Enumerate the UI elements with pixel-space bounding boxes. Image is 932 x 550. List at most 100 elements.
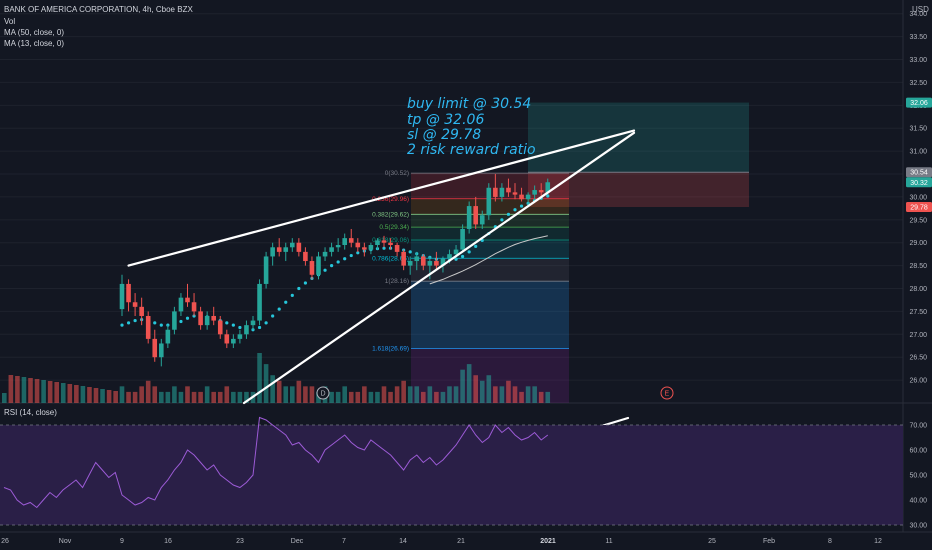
ma13-dot xyxy=(231,323,235,327)
candle-body xyxy=(172,311,177,330)
rsi-tick-label: 30.00 xyxy=(909,523,927,530)
time-tick-label: 12 xyxy=(874,538,882,545)
volume-bar xyxy=(113,391,118,403)
fib-level-label: 1(28.16) xyxy=(385,278,409,285)
time-tick-label: 25 xyxy=(708,538,716,545)
volume-bar xyxy=(54,382,59,403)
svg-text:D: D xyxy=(321,391,326,398)
note-line-3: sl @ 29.78 xyxy=(407,127,482,143)
volume-bar xyxy=(257,353,262,403)
candle-body xyxy=(244,325,249,335)
candle-body xyxy=(545,182,551,193)
candle-body xyxy=(427,261,433,266)
ma13-dot xyxy=(336,260,340,264)
candle-body xyxy=(466,206,472,229)
ma13-dot xyxy=(290,293,294,297)
price-badge xyxy=(906,167,932,178)
candle-body xyxy=(237,334,243,339)
volume-bar xyxy=(407,386,413,403)
candle-body xyxy=(512,192,518,195)
volume-bar xyxy=(106,390,112,403)
vol-legend[interactable]: Vol xyxy=(4,17,16,26)
ma13-dot xyxy=(303,281,307,285)
price-badge-label: 30.54 xyxy=(910,170,928,177)
time-tick-label: 21 xyxy=(457,538,465,545)
ma13-dot xyxy=(264,321,268,325)
ma13-dot xyxy=(159,323,163,327)
candle-body xyxy=(348,238,354,243)
fib-level-label: 0.786(28.66) xyxy=(372,255,409,262)
volume-bar xyxy=(362,386,367,403)
volume-bar xyxy=(375,391,380,403)
candle-body xyxy=(355,242,361,248)
candle-body xyxy=(362,247,367,250)
volume-bar xyxy=(296,380,302,403)
time-tick-label: 7 xyxy=(342,538,346,545)
candle-body xyxy=(296,242,302,252)
ma50-legend[interactable]: MA (50, close, 0) xyxy=(4,28,65,37)
grid xyxy=(0,0,932,533)
volume-bar xyxy=(231,391,236,403)
candle-body xyxy=(185,297,190,303)
price-tick-label: 29.50 xyxy=(909,217,927,224)
candle-body xyxy=(375,240,380,246)
volume-bar xyxy=(237,391,243,403)
volume-bar xyxy=(538,391,544,403)
candle-body xyxy=(460,228,465,250)
ma13-dot xyxy=(461,254,465,259)
candle-body xyxy=(453,249,459,255)
fib-level-label: 0(30.52) xyxy=(385,170,409,177)
volume-bar xyxy=(335,391,341,403)
candle-body xyxy=(486,187,492,216)
volume-bar xyxy=(159,391,164,403)
volume-bar xyxy=(211,391,216,403)
ma13-dot xyxy=(153,321,157,325)
volume-bar xyxy=(15,376,20,403)
volume-bar xyxy=(493,386,498,403)
candle-body xyxy=(198,311,203,326)
volume-bar xyxy=(93,388,99,403)
rsi-legend[interactable]: RSI (14, close) xyxy=(4,408,57,417)
note-line-1: buy limit @ 30.54 xyxy=(407,96,532,112)
volume-bar xyxy=(2,393,7,403)
price-badge-label: 30.32 xyxy=(910,180,928,187)
price-tick-label: 26.50 xyxy=(909,355,927,362)
dividend-marker-icon[interactable] xyxy=(316,386,330,400)
candle-body xyxy=(145,315,151,339)
candle-body xyxy=(335,245,341,248)
volume-bar xyxy=(152,386,158,403)
volume-bar xyxy=(512,386,518,403)
candle-body xyxy=(434,261,439,266)
volume-bar xyxy=(427,386,433,403)
candle-body xyxy=(538,190,544,193)
ma13-dot xyxy=(323,268,327,272)
price-tick-label: 28.50 xyxy=(909,263,927,270)
time-tick-label: 11 xyxy=(605,538,612,545)
price-tick-label: 31.50 xyxy=(909,126,927,133)
ma13-dot xyxy=(408,250,412,254)
rsi-tick-label: 50.00 xyxy=(909,473,927,480)
candle-body xyxy=(309,261,315,275)
volume-bar xyxy=(145,380,151,403)
ma13-dot xyxy=(506,212,511,216)
volume-bar xyxy=(368,391,374,403)
volume-bar xyxy=(41,380,46,403)
volume-bar xyxy=(401,380,406,403)
symbol-title: BANK OF AMERICA CORPORATION, 4h, Cboe BZ… xyxy=(4,5,193,14)
ma13-legend[interactable]: MA (13, close, 0) xyxy=(4,39,65,48)
time-tick-label: 16 xyxy=(164,538,172,545)
trend-line xyxy=(127,129,636,267)
volume-bar xyxy=(67,384,73,403)
volume-bar xyxy=(545,391,551,403)
ma13-dot xyxy=(185,316,190,320)
volume-bar xyxy=(414,386,420,403)
candle-body xyxy=(440,258,446,266)
ma13-dot xyxy=(120,323,124,327)
volume-bar xyxy=(355,391,361,403)
rsi-line xyxy=(3,416,549,509)
volume-bar xyxy=(290,386,295,403)
earnings-marker-icon[interactable] xyxy=(660,386,674,400)
ma13-dot xyxy=(500,218,504,222)
candle-body xyxy=(368,245,374,250)
